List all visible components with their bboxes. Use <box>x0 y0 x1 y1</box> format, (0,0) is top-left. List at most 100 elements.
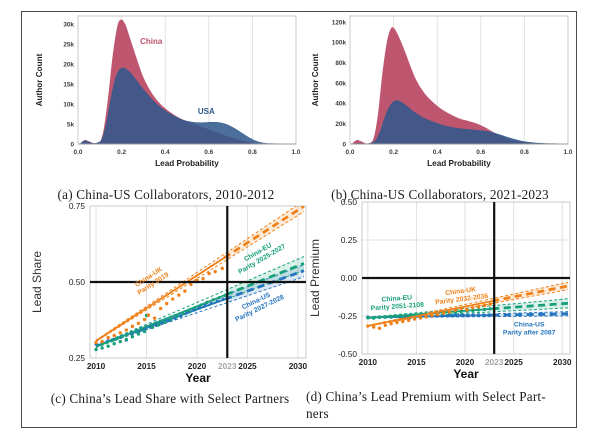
x-tick-label: 0.0 <box>74 149 83 156</box>
data-point-china-uk <box>453 308 458 312</box>
density-chart-2010-2012: 0 5k 10k 15k 20k 25k 30k 0.0 0.2 0.4 0.6 0.8 1.0 Lead… <box>30 12 302 175</box>
y-tick-label: 0 <box>342 141 346 148</box>
x-tick-label: 2015 <box>137 361 156 371</box>
data-point-china-us <box>185 311 189 315</box>
y-tick-label: -0.50 <box>338 349 357 359</box>
x-tick-label: 1.0 <box>564 149 573 156</box>
data-point-china-uk <box>383 323 388 327</box>
data-point-china-eu <box>488 307 492 311</box>
y-tick-label: 0.50 <box>341 197 358 207</box>
data-point-china-eu <box>162 320 167 325</box>
data-point-china-uk <box>471 306 475 310</box>
ci-bound-china-uk <box>367 289 569 327</box>
data-point-china-uk <box>482 303 487 308</box>
caption-d-line1: (d) China’s Lead Premium with Select Par… <box>306 389 546 404</box>
data-point-china-uk <box>177 293 181 297</box>
density-area-usa <box>79 67 296 144</box>
data-point-china-uk <box>401 319 405 324</box>
subfigure-c: China-UK Parity 2019 China-EU Parity 2025-2… <box>28 196 312 408</box>
x-tick-label: 0.8 <box>520 149 529 156</box>
data-point-china-eu <box>199 303 203 307</box>
data-point-china-us <box>476 313 481 317</box>
y-tick-label: 0.75 <box>69 201 86 211</box>
projection-line-china-us <box>224 269 305 301</box>
y-tick-label: 25k <box>63 41 74 48</box>
annotation-line2: Parity after 2087 <box>503 330 556 337</box>
annotation-line2: Parity 2051-2108 <box>371 302 425 313</box>
data-point-china-uk <box>430 313 434 318</box>
series-label-china: China <box>140 37 163 46</box>
data-point-china-us <box>215 299 219 303</box>
fit-line-china-uk <box>95 257 225 342</box>
data-point-china-uk <box>366 324 370 328</box>
data-point-china-uk <box>136 321 141 326</box>
caption-d: (d) China’s Lead Premium with Select Par… <box>306 389 578 422</box>
data-point-china-uk <box>371 325 376 329</box>
data-point-china-us <box>453 313 458 317</box>
ci-bound-china-uk <box>95 211 305 342</box>
data-point-china-uk <box>377 326 382 331</box>
y-axis-title: Lead Premium <box>308 239 322 317</box>
subfigure-b: 0 20k 40k 60k 80k 100k 120k 0.0 0.2 0.4 0.6 0.8 1.0 L… <box>306 12 574 204</box>
density-chart-2021-2023: 0 20k 40k 60k 80k 100k 120k 0.0 0.2 0.4 0.6 0.8 1.0 L… <box>306 12 574 175</box>
data-point-china-eu <box>112 342 116 346</box>
lead-share-chart: China-UK Parity 2019 China-EU Parity 2025-2… <box>28 196 312 389</box>
subfigure-a: 0 5k 10k 15k 20k 25k 30k 0.0 0.2 0.4 0.6 0.8 1.0 Lead… <box>30 12 302 204</box>
data-point-china-eu <box>136 332 141 336</box>
projection-line-china-us <box>492 312 569 317</box>
data-point-china-uk <box>112 333 116 338</box>
annotation-line1: China-EU <box>381 294 412 303</box>
data-point-china-us <box>482 313 487 318</box>
data-point-china-eu <box>124 337 129 342</box>
x-tick-label: 2030 <box>289 361 308 371</box>
data-point-china-uk <box>406 318 411 323</box>
series-label-usa: USA <box>198 107 215 116</box>
x-tick-label: 0.0 <box>346 149 355 156</box>
data-point-china-uk <box>100 339 104 344</box>
y-tick-label: 40k <box>335 101 346 108</box>
data-point-china-uk <box>165 301 169 306</box>
subfigure-d: China-EU Parity 2051-2108 China-UK Parity 2… <box>306 194 578 422</box>
y-tick-label: 10k <box>63 101 74 108</box>
data-point-china-eu <box>150 325 155 329</box>
x-tick-label: 0.6 <box>204 149 213 156</box>
y-axis-title: Lead Share <box>30 251 44 313</box>
data-point-china-eu <box>156 323 161 327</box>
data-point-china-uk <box>130 324 135 329</box>
trend-series <box>94 206 305 352</box>
data-point-china-uk <box>476 305 481 309</box>
data-point-china-eu <box>106 344 110 348</box>
annotation-line1: China-US <box>514 322 545 329</box>
data-point-china-uk <box>106 335 110 340</box>
data-point-china-eu <box>217 296 221 300</box>
data-point-china-uk <box>441 311 446 315</box>
caption-d-line2: ners <box>306 405 329 421</box>
data-point-china-eu <box>389 315 393 319</box>
y-tick-label: -0.25 <box>338 311 357 321</box>
data-point-china-us <box>465 313 469 318</box>
data-point-china-eu <box>142 329 147 334</box>
data-point-china-eu <box>130 335 135 339</box>
density-series <box>79 19 296 144</box>
y-tick-label: 15k <box>63 81 74 88</box>
trend-series <box>366 281 569 331</box>
x-tick-label: 0.8 <box>248 149 257 156</box>
data-point-china-eu <box>395 314 399 319</box>
x-tick-label: 2010 <box>87 361 106 371</box>
x-tick-label: 0.2 <box>389 149 398 156</box>
data-point-china-us <box>221 297 225 301</box>
y-tick-label: 0.25 <box>69 353 86 363</box>
data-point-china-eu <box>223 293 227 298</box>
density-plot-b: 0 20k 40k 60k 80k 100k 120k 0.0 0.2 0.4 0.6 0.8 1.0 L… <box>311 15 573 168</box>
x-tick-label: 2010 <box>359 357 378 367</box>
density-series <box>351 27 568 144</box>
data-point-china-eu <box>211 298 215 302</box>
data-point-china-eu <box>169 317 173 322</box>
data-point-china-us <box>209 301 213 305</box>
caption-c: (c) China’s Lead Share with Select Partn… <box>50 391 290 406</box>
ci-bound-china-uk <box>95 206 297 341</box>
